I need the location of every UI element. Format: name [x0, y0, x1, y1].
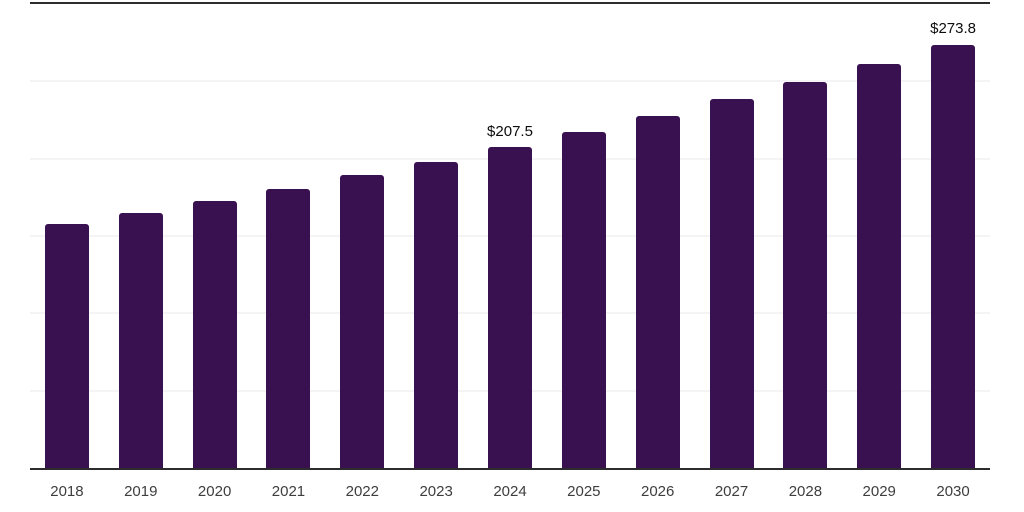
gridline-250 [30, 80, 990, 83]
x-tick-2030: 2030 [936, 483, 970, 500]
x-axis: 2018 2019 2020 2021 2022 2023 2024 2025 2026 2027… [30, 470, 990, 512]
bar-2028 [783, 81, 828, 468]
bar-2025 [561, 131, 606, 468]
x-tick-2025: 2025 [567, 483, 601, 500]
bar-2021 [266, 188, 311, 468]
bar-2024 [488, 147, 532, 468]
x-tick-2022: 2022 [345, 483, 379, 500]
x-tick-2028: 2028 [788, 483, 823, 500]
x-tick-2029: 2029 [862, 483, 896, 500]
bar-2030 [931, 44, 976, 468]
x-tick-2023: 2023 [419, 483, 453, 500]
x-tick-2027: 2027 [714, 483, 749, 500]
bar-2026 [635, 115, 680, 468]
x-tick-2024: 2024 [493, 483, 527, 500]
bar-2020 [192, 200, 237, 468]
bar-2022 [340, 175, 385, 468]
bar-2027 [709, 99, 754, 468]
x-tick-2026: 2026 [641, 483, 675, 500]
x-tick-2020: 2020 [197, 483, 232, 500]
x-tick-2018: 2018 [50, 483, 84, 500]
bar-2029 [857, 63, 902, 468]
data-label-2030: $273.8 [930, 20, 977, 38]
x-tick-2019: 2019 [124, 483, 158, 500]
bar-2019 [118, 212, 163, 468]
bar-2018 [44, 224, 89, 468]
plot-area: $207.5 $273.8 [30, 2, 990, 470]
bar-2023 [414, 161, 459, 468]
x-tick-2021: 2021 [271, 483, 306, 500]
data-label-2024: $207.5 [487, 122, 533, 140]
